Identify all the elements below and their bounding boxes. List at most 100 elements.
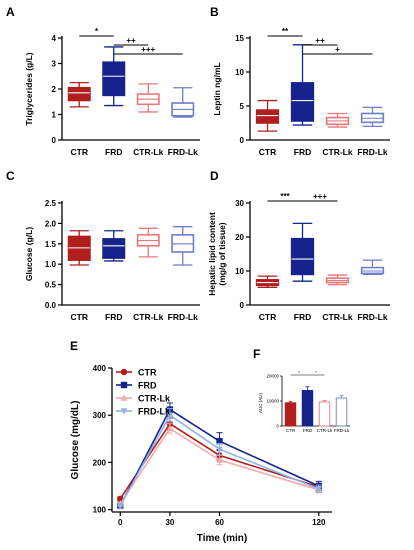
- series-line: [119, 427, 319, 505]
- y-tick-label: 2.5: [45, 199, 57, 208]
- panel-letter: B: [210, 5, 219, 19]
- bar-frd: [301, 390, 314, 427]
- x-tick-label: 0: [118, 518, 123, 527]
- y-tick-label: 20000: [266, 374, 279, 379]
- significance-label: +: [335, 45, 340, 54]
- marker-square: [216, 437, 223, 445]
- series-frd-lk: [117, 408, 322, 510]
- x-category-label: FRD-Lk: [168, 147, 198, 157]
- y-tick-label: 2: [52, 85, 57, 94]
- significance-label: *: [315, 370, 317, 375]
- y-tick-label: 15: [235, 34, 244, 43]
- x-category-label: CTR: [259, 312, 276, 322]
- panel-a: A 0 1 2 3 4 Triglycerides (g/L) CTR FRD CTR-Lk FRD…: [6, 5, 200, 157]
- y-axis-label: Glucose (g/L): [24, 227, 34, 281]
- box-body: [255, 109, 280, 124]
- marker-triangle-down: [166, 412, 174, 419]
- marker-triangle-down: [216, 446, 223, 453]
- x-category-label: CTR-Lk: [133, 147, 163, 157]
- legend-label: CTR: [138, 368, 157, 378]
- legend-label: FRD: [138, 381, 157, 391]
- box-body: [290, 82, 315, 122]
- panel-letter: D: [210, 169, 219, 183]
- y-axis-label: Hepatic lipid content(mg/g of tissue): [207, 212, 227, 296]
- box-frd: [290, 44, 315, 126]
- box-ctr-lk: [136, 227, 160, 258]
- x-category-label: CTR-Lk: [317, 428, 333, 433]
- legend-label: FRD-Lk: [138, 407, 171, 417]
- panel-letter: C: [6, 169, 15, 183]
- significance-label: +++: [141, 45, 155, 54]
- panel-b: B 0 5 10 15 Leptin ng/mL CTR FRD CTR-Lk FRD-Lk ** +…: [210, 5, 390, 157]
- panel-e: E 100 200 300 400 0 30 60 120 Time (min) Glucose (…: [70, 339, 332, 544]
- y-tick-label: 1.0: [45, 260, 57, 269]
- y-tick-label: 0.0: [45, 301, 57, 310]
- x-category-label: FRD-Lk: [168, 312, 198, 322]
- panel-d: D 0 10 20 30 Hepatic lipid content(mg/g of ti…: [207, 169, 390, 322]
- legend-item-ctr-lk: CTR-Lk: [116, 394, 171, 404]
- significance-label: ***: [280, 192, 290, 201]
- y-tick-label: 10000: [266, 399, 279, 404]
- panel-f: F 0 10000 20000 AUC (AU) CTR FRD CTR-Lk FRD-Lk * *: [253, 347, 350, 433]
- marker-square: [120, 381, 128, 389]
- legend-item-ctr: CTR: [116, 368, 157, 378]
- x-category-label: FRD: [294, 312, 311, 322]
- box-frd-lk: [360, 259, 385, 276]
- legend-label: CTR-Lk: [138, 394, 171, 404]
- x-category-label: FRD: [294, 147, 311, 157]
- box-frd-lk: [360, 106, 385, 128]
- box-ctr-lk: [325, 274, 350, 286]
- x-category-label: CTR-Lk: [322, 312, 352, 322]
- box-body: [290, 237, 315, 276]
- significance-label: *: [298, 370, 300, 375]
- marker-triangle-up: [120, 394, 128, 401]
- x-category-label: CTR: [259, 147, 276, 157]
- marker-triangle-down: [120, 408, 128, 415]
- y-tick-label: 300: [93, 411, 107, 420]
- series-line: [119, 414, 320, 507]
- box-body: [67, 86, 91, 102]
- bar-ctr: [284, 402, 297, 427]
- box-ctr: [255, 99, 280, 132]
- y-axis-label: Triglycerides (g/L): [24, 52, 34, 125]
- y-tick-label: 1.5: [45, 240, 57, 249]
- x-tick-label: 60: [215, 518, 224, 527]
- bar-ctr-lk: [318, 401, 331, 427]
- box-body: [102, 238, 126, 259]
- x-category-label: FRD-Lk: [334, 428, 350, 433]
- box-frd-lk: [171, 87, 195, 118]
- x-category-label: CTR: [71, 312, 88, 322]
- y-tick-label: 10: [235, 267, 244, 276]
- y-tick-label: 100: [93, 506, 107, 515]
- y-tick-label: 10: [235, 68, 244, 77]
- marker-triangle-up: [166, 424, 174, 432]
- panel-c: C 0.0 0.5 1.0 1.5 2.0 2.5 Glucose (g/L) CTR FRD CT…: [6, 169, 200, 322]
- marker-triangle-down: [315, 486, 322, 493]
- box-ctr-lk: [136, 83, 160, 113]
- x-category-label: FRD: [105, 147, 122, 157]
- series-line: [119, 408, 320, 507]
- x-tick-label: 30: [165, 518, 174, 527]
- y-tick-label: 3: [52, 60, 57, 69]
- y-tick-label: 0.5: [45, 281, 57, 290]
- bar-frd-lk: [335, 397, 348, 427]
- y-tick-label: 0: [52, 136, 57, 145]
- y-tick-label: 1: [52, 111, 57, 120]
- y-axis-label: Leptin ng/mL: [212, 62, 222, 115]
- y-tick-label: 200: [93, 458, 107, 467]
- box-ctr: [255, 275, 280, 288]
- significance-label: ++: [126, 36, 136, 45]
- box-frd-lk: [171, 226, 195, 266]
- y-axis-label: Glucose (mg/dL): [70, 401, 81, 480]
- legend-item-frd-lk: FRD-Lk: [116, 407, 171, 417]
- x-category-label: CTR: [71, 147, 88, 157]
- x-category-label: FRD-Lk: [357, 312, 387, 322]
- y-tick-label: 5: [240, 102, 245, 111]
- y-tick-label: 0: [276, 424, 279, 429]
- x-category-label: CTR-Lk: [322, 147, 352, 157]
- box-frd: [102, 46, 126, 107]
- marker-circle: [120, 368, 128, 376]
- significance-label: **: [282, 27, 289, 36]
- x-tick-label: 120: [312, 518, 326, 527]
